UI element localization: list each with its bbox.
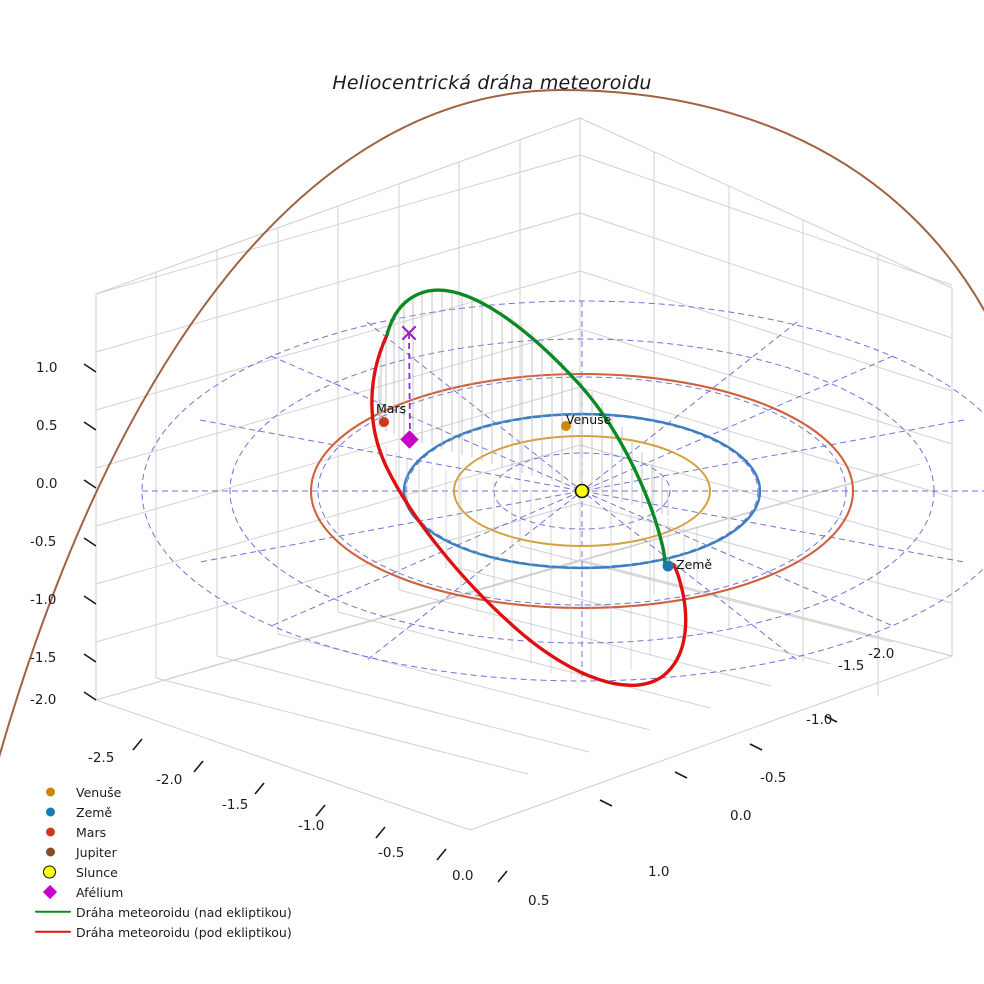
venus-marker-icon (30, 782, 76, 802)
polar-grid (141, 300, 984, 682)
legend-item-zeme[interactable]: Země (30, 802, 330, 822)
y-tick-label: -2.0 (868, 646, 895, 662)
y-tick-label: 0.0 (730, 808, 752, 824)
x-tick-label: 1.0 (648, 864, 670, 880)
meteoroid-orbit-above (385, 288, 667, 568)
z-tick-label: 0.0 (36, 476, 58, 492)
legend-label: Dráha meteoroidu (nad ekliptikou) (76, 904, 292, 920)
z-tick-label: -0.5 (30, 534, 57, 550)
earth-marker (662, 560, 674, 572)
legend-item-orbit-below[interactable]: Dráha meteoroidu (pod ekliptikou) (30, 922, 330, 942)
legend-label: Země (76, 804, 113, 820)
aphelion-marker (400, 430, 419, 449)
legend-label: Venuše (76, 784, 122, 800)
mars-label: Mars (376, 401, 407, 416)
mars-marker (379, 417, 389, 427)
legend-item-venuse[interactable]: Venuše (30, 782, 330, 802)
x-tick-label: -1.5 (222, 797, 249, 813)
legend-item-mars[interactable]: Mars (30, 822, 330, 842)
aphelion-projection-line (408, 332, 411, 440)
zeme-label: Země (676, 557, 713, 572)
x-tick-label: -1.0 (298, 818, 325, 834)
legend-item-jupiter[interactable]: Jupiter (30, 842, 330, 862)
y-tick-label: -0.5 (760, 770, 787, 786)
legend-item-afelium[interactable]: Afélium (30, 882, 330, 902)
x-tick-label: -2.5 (88, 750, 115, 766)
jupiter-marker-icon (30, 842, 76, 862)
sun-marker-icon (30, 862, 76, 882)
legend-item-slunce[interactable]: Slunce (30, 862, 330, 882)
y-tick-label: -1.5 (838, 658, 865, 674)
venuse-label: Venuše (566, 412, 612, 427)
x-tick-label: -0.5 (378, 845, 405, 861)
z-tick-label: -1.5 (30, 650, 57, 666)
mars-orbit (309, 372, 855, 610)
sun-marker (574, 483, 590, 499)
earth-marker-icon (30, 802, 76, 822)
orbit-above-line-icon (30, 902, 76, 922)
z-tick-label: 0.5 (36, 418, 58, 434)
legend-label: Afélium (76, 884, 124, 900)
meteoroid-drop-lines-below (385, 446, 698, 680)
legend: Venuše Země Mars Jupiter Slunce (30, 782, 330, 942)
venus-marker (561, 421, 571, 431)
jupiter-orbit (0, 88, 984, 758)
x-tick-label: 0.5 (528, 893, 550, 909)
y-tick-label: -1.0 (806, 712, 833, 728)
axes-3d-grid (94, 117, 954, 831)
legend-label: Slunce (76, 864, 118, 880)
legend-label: Mars (76, 824, 107, 840)
aphelion-marker-icon (30, 882, 76, 902)
orbit-below-line-icon (30, 922, 76, 942)
aphelion-projection-x-icon (401, 325, 417, 341)
z-tick-label: 1.0 (36, 360, 58, 376)
z-tick-label: -2.0 (30, 692, 57, 708)
meteoroid-orbit-below (370, 333, 688, 687)
legend-item-orbit-above[interactable]: Dráha meteoroidu (nad ekliptikou) (30, 902, 330, 922)
mars-marker-icon (30, 822, 76, 842)
x-tick-label: -2.0 (156, 772, 183, 788)
z-tick-label: -1.0 (30, 592, 57, 608)
x-tick-label: 0.0 (452, 868, 474, 884)
meteoroid-drop-lines (378, 289, 669, 516)
axis-tick-marks (83, 363, 838, 883)
legend-label: Jupiter (76, 844, 117, 860)
legend-label: Dráha meteoroidu (pod ekliptikou) (76, 924, 292, 940)
